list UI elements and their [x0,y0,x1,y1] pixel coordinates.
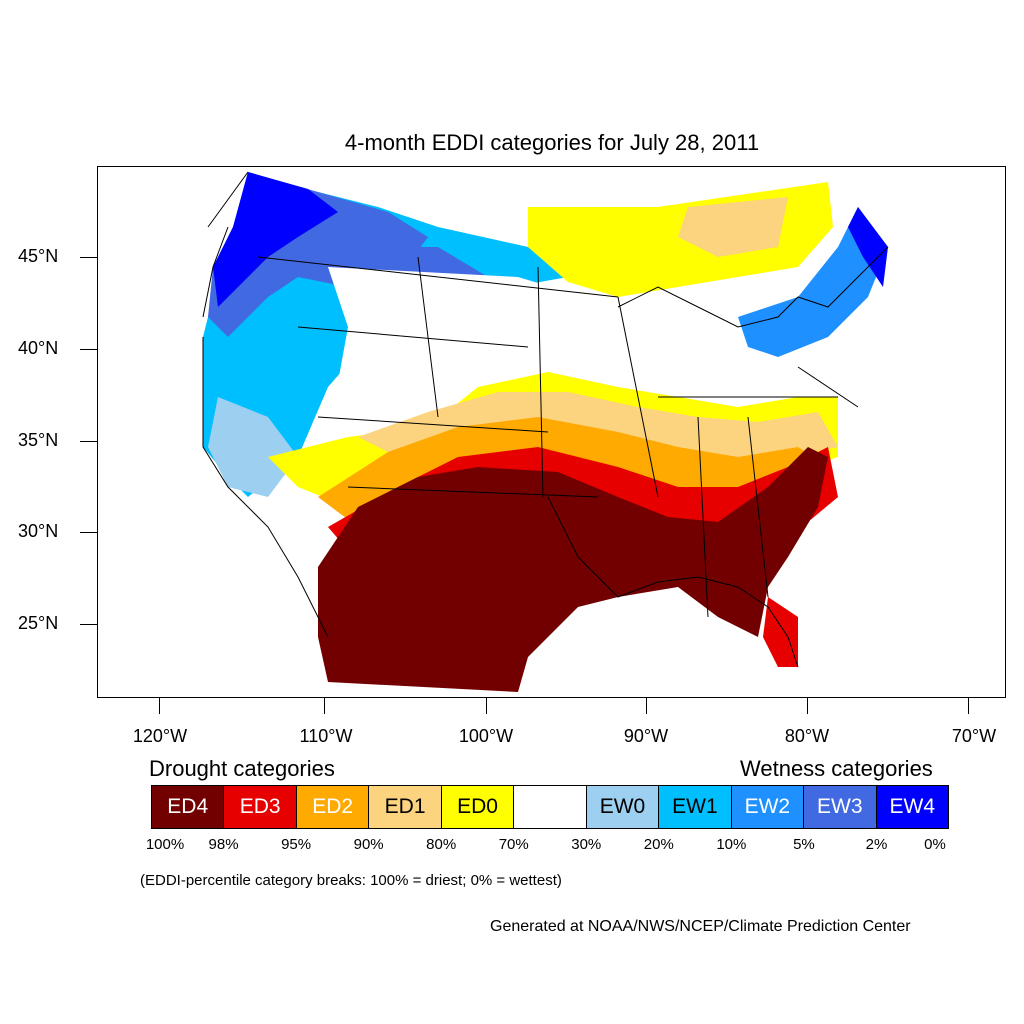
region-neutral-plains [328,267,638,397]
map-panel [97,166,1006,698]
lat-label-25n: 25°N [18,613,59,633]
boundary-lines [202,171,889,668]
lat-label-45n: 45°N [18,246,59,266]
lat-label-35n: 35°N [18,430,59,450]
legend-cell-ed2: ED2 [296,786,370,828]
drought-heading: Drought categories [149,756,335,781]
lat-label-40n: 40°N [18,338,59,358]
region-ew0-west [208,397,298,497]
percent-break-label: 2% [865,836,888,853]
percent-break-label: 100% [145,836,185,853]
percent-break-label: 30% [571,836,602,853]
legend-cell-ew3: EW3 [804,786,877,828]
region-ed1-uppermidwest [678,197,788,257]
lon-tick [807,697,808,714]
lon-tick [646,697,647,714]
region-ew4-core [213,172,338,307]
lon-label-90w: 90°W [623,726,669,746]
percent-break-label: 98% [208,836,239,853]
lon-label-110w: 110°W [299,726,353,746]
lon-tick [159,697,160,714]
lat-tick [80,441,97,442]
lon-label-120w: 120°W [132,726,188,746]
legend-cell-ew4: EW4 [876,786,948,828]
region-ed3-florida [763,597,798,667]
lat-tick [80,349,97,350]
lat-tick [80,624,97,625]
legend-cell-ed0: ED0 [441,786,515,828]
lat-label-30n: 30°N [18,521,59,541]
legend-cell-ew2: EW2 [731,786,805,828]
eddi-map [202,171,889,692]
percent-break-label: 95% [281,836,312,853]
legend-color-bar: ED4 ED3 ED2 ED1 ED0 EW0 EW1 EW2 EW3 EW4 [151,785,949,829]
percent-break-label: 0% [924,836,946,853]
lon-label-80w: 80°W [784,726,830,746]
lon-tick [324,697,325,714]
percent-break-label: 90% [353,836,384,853]
percent-break-label: 20% [643,836,674,853]
percent-break-label: 5% [793,836,815,853]
category-note: (EDDI-percentile category breaks: 100% =… [140,872,562,889]
lat-tick [80,257,97,258]
legend-cell-ed3: ED3 [224,786,297,828]
wetness-heading: Wetness categories [740,756,933,781]
region-ed4-south [318,447,828,692]
lon-tick [486,697,487,714]
credit-line: Generated at NOAA/NWS/NCEP/Climate Predi… [490,918,911,935]
lon-label-100w: 100°W [458,726,514,746]
region-ew4-maine [848,207,888,287]
percent-break-label: 10% [716,836,747,853]
legend-cell-neutral [514,786,587,828]
region-ew-northeast [738,207,888,357]
lon-label-70w: 70°W [951,726,997,746]
lon-tick [968,697,969,714]
legend-cell-ew1: EW1 [659,786,732,828]
legend-cell-ed1: ED1 [369,786,442,828]
legend-cell-ew0: EW0 [586,786,660,828]
percent-break-label: 70% [498,836,529,853]
lat-tick [80,532,97,533]
map-title: 4-month EDDI categories for July 28, 201… [344,130,760,155]
percent-break-label: 80% [426,836,457,853]
legend-cell-ed4: ED4 [152,786,225,828]
